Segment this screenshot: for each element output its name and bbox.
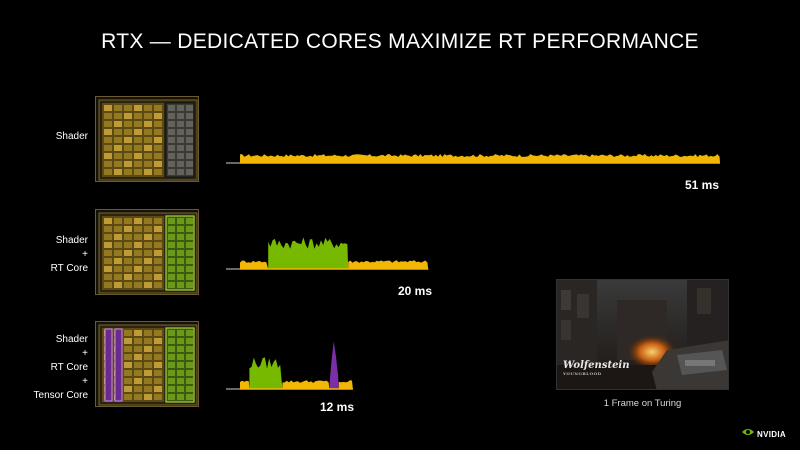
row-label-line: RT Core: [50, 263, 88, 274]
timing-segment-shader: [240, 154, 720, 163]
row-label-line: Shader: [55, 131, 88, 142]
time-label-51ms: 51 ms: [685, 178, 720, 192]
row-label-line: Shader: [55, 334, 88, 345]
time-label-12ms: 12 ms: [320, 400, 355, 414]
gpu-die-shader-svg: [98, 99, 198, 181]
row-label-line: Tensor Core: [33, 390, 88, 401]
game-screenshot: Wolfenstein YOUNGBLOOD: [556, 279, 729, 390]
game-logo-title: Wolfenstein: [563, 360, 630, 371]
gpu-die-tensor-image: [95, 321, 199, 407]
timing-segment-shader: [282, 380, 330, 389]
nvidia-logo: NVIDIA: [757, 430, 786, 439]
gpu-die-shader-image: [95, 96, 199, 182]
row-label-shader: Shader: [0, 130, 88, 144]
timing-segment-shader: [240, 260, 269, 269]
slide-title: RTX — DEDICATED CORES MAXIMIZE RT PERFOR…: [101, 30, 699, 53]
timing-segment-tensor-core: [329, 341, 339, 389]
gpu-die-rt-svg: [98, 212, 198, 294]
row-label-line: RT Core: [50, 362, 88, 373]
nvidia-eye-icon: [742, 429, 754, 435]
timing-segment-rt-core: [249, 357, 283, 389]
timing-segment-shader: [240, 380, 250, 389]
row-label-line: Shader: [55, 235, 88, 246]
row-label-shader-rt: Shader + RT Core: [0, 234, 88, 276]
row-label-line: +: [82, 249, 88, 260]
timing-segment-shader: [338, 380, 353, 389]
game-logo: Wolfenstein YOUNGBLOOD: [563, 361, 630, 377]
row-label-line: +: [82, 376, 88, 387]
game-logo-subtitle: YOUNGBLOOD: [563, 371, 602, 376]
screenshot-caption: 1 Frame on Turing: [603, 398, 682, 409]
row-label-line: +: [82, 348, 88, 359]
gpu-die-tensor-svg: [98, 324, 198, 406]
timing-segment-shader: [348, 260, 429, 269]
timing-segment-rt-core: [268, 237, 349, 269]
gpu-die-rt-image: [95, 209, 199, 295]
row-label-shader-rt-tensor: Shader + RT Core + Tensor Core: [0, 333, 88, 403]
game-scene-image: [557, 280, 728, 389]
time-label-20ms: 20 ms: [398, 284, 433, 298]
